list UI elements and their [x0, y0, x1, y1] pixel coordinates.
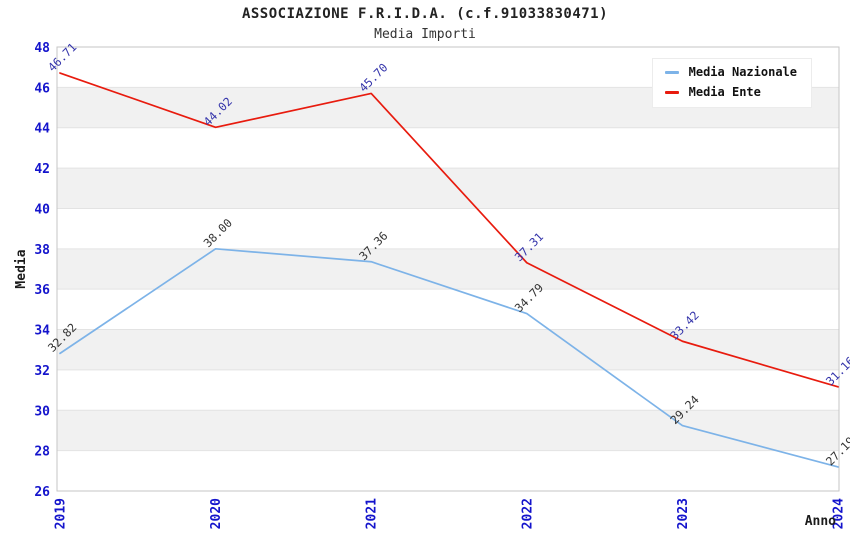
y-tick-label: 42 [34, 162, 50, 177]
plot-band [57, 329, 839, 370]
plot-band [57, 168, 839, 209]
legend: Media Nazionale Media Ente [651, 58, 812, 108]
legend-item-media-nazionale: Media Nazionale [664, 65, 797, 79]
media-ente-swatch-icon [664, 90, 679, 94]
y-tick-label: 34 [34, 324, 50, 339]
plot-band [57, 410, 839, 451]
media-nazionale-line [59, 247, 839, 468]
plot-band [57, 248, 839, 290]
media-nazionale-point-label: 38.00 [201, 216, 235, 250]
chart-subtitle: Media Importi [374, 27, 476, 42]
chart-title: ASSOCIAZIONE F.R.I.D.A. (c.f.91033830471… [241, 6, 609, 22]
plot-border [56, 46, 840, 492]
x-tick-label: 2021 [365, 498, 380, 529]
y-tick-label: 30 [34, 404, 50, 419]
legend-item-media-ente: Media Ente [664, 85, 797, 99]
y-tick-label: 48 [34, 41, 50, 56]
y-tick-label: 32 [34, 364, 50, 379]
media-ente-line [59, 72, 839, 388]
y-tick-label: 36 [34, 283, 50, 298]
y-axis-title: Media [14, 249, 29, 288]
x-tick-label: 2023 [676, 498, 691, 529]
legend-label: Media Nazionale [688, 65, 797, 79]
y-tick-label: 28 [34, 445, 50, 460]
y-tick-label: 26 [34, 485, 50, 500]
y-tick-label: 40 [34, 202, 50, 217]
y-tick-label: 46 [34, 81, 50, 96]
x-tick-label: 2024 [832, 498, 847, 529]
x-tick-label: 2019 [54, 498, 69, 529]
media-ente-point-label: 46.71 [45, 40, 79, 74]
y-tick-label: 38 [34, 243, 50, 258]
x-tick-label: 2022 [520, 498, 535, 529]
x-axis-title: Anno [805, 514, 836, 529]
y-tick-label: 44 [34, 122, 50, 137]
x-tick-label: 2020 [209, 498, 224, 529]
legend-label: Media Ente [688, 85, 761, 99]
media-nazionale-swatch-icon [664, 70, 679, 74]
